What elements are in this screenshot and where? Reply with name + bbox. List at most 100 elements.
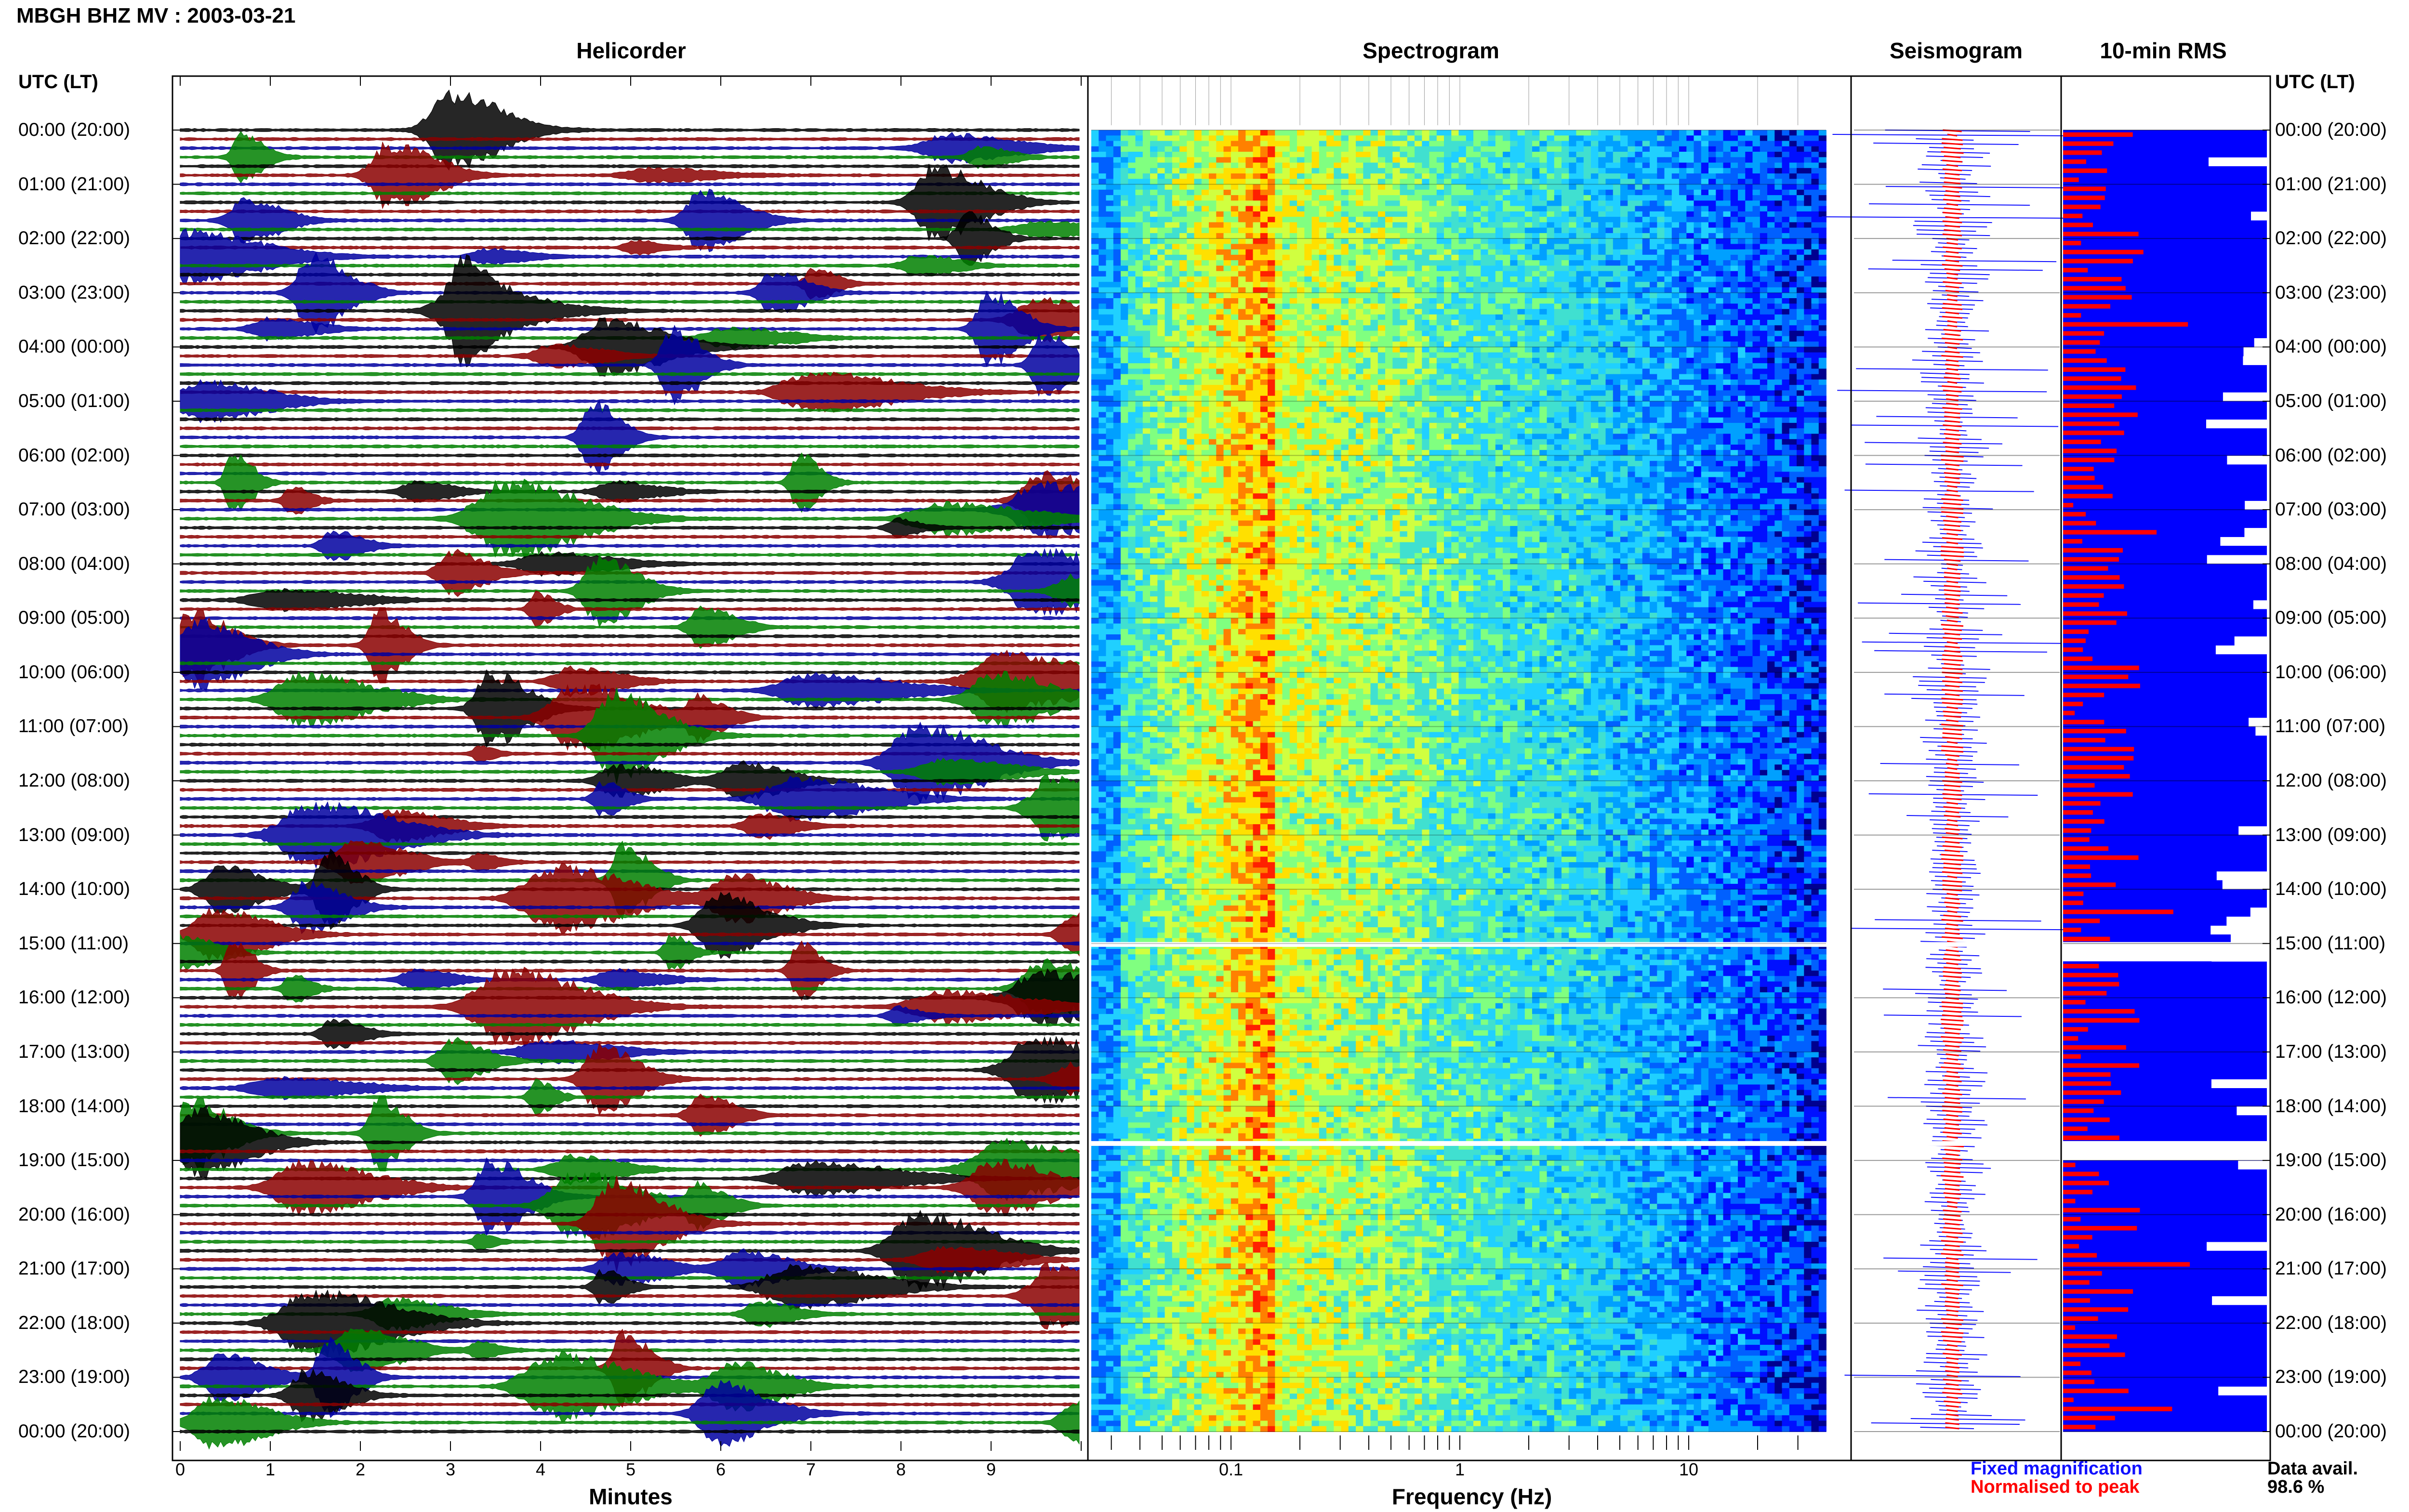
spectrogram-cell [1150,271,1158,277]
spectrogram-cell [1635,141,1643,147]
spectrogram-cell [1282,184,1290,190]
spectrogram-cell [1135,141,1143,147]
spectrogram-cell [1818,298,1827,304]
spectrogram-cell [1216,152,1224,158]
spectrogram-cell [1804,374,1812,380]
spectrogram-cell [1664,265,1672,272]
spectrogram-cell [1326,184,1335,190]
spectrogram-cell [1466,347,1474,353]
spectrogram-cell [1422,168,1430,174]
spectrogram-cell [1179,325,1188,331]
spectrogram-cell [1576,368,1584,375]
spectrogram-cell [1723,298,1731,304]
spectrogram-cell [1473,336,1482,342]
spectrogram-cell [1635,233,1643,239]
spectrogram-cell [1304,363,1312,369]
spectrogram-cell [1532,211,1540,217]
spectrogram-cell [1539,189,1548,196]
spectrogram-cell [1635,152,1643,158]
spectrogram-cell [1142,238,1151,245]
spectrogram-cell [1238,135,1246,142]
spectrogram-cell [1473,352,1482,358]
spectrogram-cell [1752,357,1760,364]
spectrogram-cell [1650,238,1658,245]
spectrogram-cell [1701,195,1709,201]
spectrogram-cell [1686,303,1694,310]
spectrogram-cell [1503,211,1511,217]
spectrogram-cell [1422,206,1430,212]
spectrogram-cell [1377,152,1386,158]
spectrogram-cell [1091,200,1099,207]
spectrogram-cell [1466,162,1474,169]
spectrogram-cell [1311,173,1320,180]
spectrogram-cell [1745,352,1753,358]
spectrogram-cell [1466,135,1474,142]
spectrogram-cell [1275,352,1283,358]
spectrogram-cell [1760,184,1768,190]
spectrogram-cell [1106,303,1114,310]
helicorder-trace [180,1402,1080,1407]
spectrogram-cell [1686,184,1694,190]
spectrogram-cell [1738,325,1746,331]
spectrogram-cell [1451,347,1459,353]
spectrogram-cell [1253,146,1261,152]
spectrogram-cell [1348,195,1356,201]
spectrogram-cell [1150,184,1158,190]
spectrogram-cell [1172,130,1180,136]
spectrogram-cell [1436,168,1444,174]
spectrogram-cell [1811,357,1819,364]
spectrogram-cell [1172,363,1180,369]
spectrogram-cell [1377,276,1386,283]
spectrogram-cell [1099,276,1107,283]
spectrogram-cell [1723,238,1731,245]
spectrogram-cell [1554,152,1562,158]
spectrogram-cell [1495,325,1503,331]
spectrogram-cell [1510,173,1518,180]
spectrogram-cell [1811,227,1819,234]
spectrogram-cell [1730,217,1738,223]
spectrogram-cell [1113,233,1121,239]
spectrogram-cell [1723,292,1731,299]
spectrogram-cell [1583,184,1591,190]
spectrogram-cell [1187,298,1195,304]
spectrogram-cell [1517,265,1525,272]
spectrogram-cell [1650,200,1658,207]
spectrogram-cell [1341,179,1349,185]
spectrogram-cell [1539,254,1548,261]
spectrogram-cell [1620,282,1628,288]
spectrogram-cell [1488,168,1496,174]
spectrogram-cell [1106,260,1114,266]
spectrogram-cell [1510,179,1518,185]
spectrogram-cell [1532,162,1540,169]
spectrogram-cell [1591,282,1599,288]
spectrogram-cell [1547,157,1555,163]
spectrogram-cell [1605,352,1614,358]
spectrogram-cell [1752,249,1760,255]
spectrogram-cell [1767,217,1775,223]
spectrogram-cell [1377,330,1386,337]
spectrogram-cell [1297,254,1305,261]
spectrogram-cell [1598,282,1606,288]
spectrogram-cell [1407,146,1415,152]
time-label-right: 04:00 (00:00) [2275,336,2387,357]
spectrogram-cell [1620,184,1628,190]
spectrogram-cell [1569,135,1577,142]
spectrogram-cell [1223,374,1231,380]
spectrogram-cell [1730,157,1738,163]
spectrogram-cell [1767,254,1775,261]
spectrogram-cell [1503,189,1511,196]
spectrogram-cell [1679,157,1687,163]
spectrogram-cell [1628,260,1636,266]
spectrogram-cell [1694,130,1702,136]
spectrogram-cell [1121,168,1129,174]
spectrogram-cell [1517,233,1525,239]
spectrogram-cell [1495,200,1503,207]
spectrogram-cell [1245,271,1254,277]
spectrogram-cell [1275,265,1283,272]
spectrogram-cell [1730,271,1738,277]
spectrogram-cell [1488,244,1496,250]
spectrogram-cell [1157,260,1165,266]
helicorder-trace [180,670,1080,674]
spectrogram-cell [1289,135,1297,142]
spectrogram-cell [1671,135,1680,142]
